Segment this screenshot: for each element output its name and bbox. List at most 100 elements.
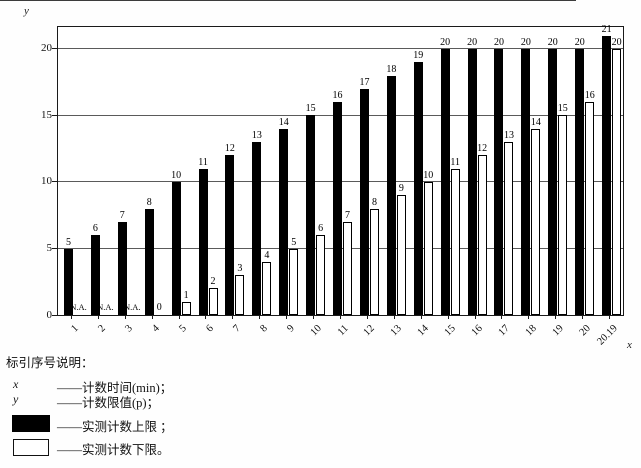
bar-upper-limit xyxy=(171,181,181,315)
bar-value-label-na: N.A. xyxy=(97,302,114,312)
x-axis-tick xyxy=(259,315,261,319)
bar-upper-limit xyxy=(90,235,100,315)
legend-symbol-x: x xyxy=(13,377,19,391)
x-axis-tick xyxy=(501,315,503,319)
bar-upper-limit xyxy=(548,48,558,315)
bar-lower-limit xyxy=(423,181,433,315)
bar-value-label: 2 xyxy=(210,276,216,288)
bar-upper-limit xyxy=(359,88,369,315)
y-tick-label: 5 xyxy=(46,241,53,254)
x-axis-tick xyxy=(313,315,315,319)
bar-value-label-na: N.A. xyxy=(124,302,141,312)
bar-value-label: 21 xyxy=(601,23,612,35)
bar-lower-limit xyxy=(477,155,487,315)
x-axis-tick xyxy=(70,315,72,319)
bar-value-label: 0 xyxy=(156,302,162,313)
bar-lower-limit xyxy=(450,168,460,315)
bar-value-label: 16 xyxy=(584,90,595,102)
bar-value-label: 3 xyxy=(237,263,243,275)
bar-upper-limit xyxy=(306,115,316,315)
bar-value-label: 20 xyxy=(467,36,478,48)
x-axis-tick xyxy=(205,315,207,319)
y-axis-tick xyxy=(52,114,58,116)
x-axis-tick xyxy=(528,315,530,319)
y-axis-tick xyxy=(52,314,58,316)
bar-upper-limit xyxy=(225,155,235,315)
x-axis-tick xyxy=(286,315,288,319)
x-axis-tick xyxy=(609,315,611,319)
bar-value-label: 14 xyxy=(530,116,541,128)
x-axis-tick xyxy=(555,315,557,319)
bar-upper-limit xyxy=(602,35,612,315)
legend-title: 标引序号说明： xyxy=(6,356,94,370)
y-tick-label: 0 xyxy=(46,308,53,321)
bar-value-label: 20 xyxy=(520,36,531,48)
bar-value-label: 10 xyxy=(171,169,182,181)
bar-value-label: 20 xyxy=(440,36,451,48)
bar-value-label: 12 xyxy=(477,143,488,155)
bar-value-label: 20 xyxy=(611,36,622,48)
bar-upper-limit xyxy=(333,102,343,315)
x-axis-tick xyxy=(151,315,153,319)
x-axis-tick xyxy=(178,315,180,319)
bar-lower-limit xyxy=(316,235,326,315)
x-axis-tick xyxy=(582,315,584,319)
bar-value-label: 11 xyxy=(198,156,208,168)
bar-lower-limit xyxy=(504,142,514,315)
bar-value-label: 15 xyxy=(557,103,568,115)
bar-value-label: 5 xyxy=(66,236,71,248)
bar-value-label: 19 xyxy=(413,50,424,62)
bar-value-label: 12 xyxy=(224,143,235,155)
bar-value-label: 17 xyxy=(359,76,370,88)
bar-value-label: 10 xyxy=(423,169,434,181)
bar-value-label: 9 xyxy=(398,183,404,195)
bar-upper-limit xyxy=(279,128,289,315)
bar-value-label: 20 xyxy=(547,36,558,48)
bar-lower-limit xyxy=(612,48,622,315)
bar-upper-limit xyxy=(117,221,127,315)
x-axis-tick xyxy=(366,315,368,319)
bar-upper-limit xyxy=(467,48,477,315)
bar-upper-limit xyxy=(521,48,531,315)
bar-lower-limit xyxy=(531,128,541,315)
legend-label-x: ——计数时间(min)； xyxy=(57,381,173,395)
y-tick-label: 20 xyxy=(41,42,52,55)
legend-symbol-y: y xyxy=(13,392,19,406)
bar-upper-limit xyxy=(494,48,504,315)
bar-upper-limit xyxy=(64,248,73,315)
x-axis-tick xyxy=(447,315,449,319)
gridline xyxy=(58,48,623,50)
plot-area: 0 5 10 15 20 1 5 N.A. 2 6 N.A. 3 7 N.A. 4 8 0 5 10 1 6 1 1 2 7 12… xyxy=(41,23,624,347)
y-axis-tick xyxy=(52,247,58,249)
bar-value-label: 7 xyxy=(119,209,125,221)
y-axis-title: y xyxy=(24,5,29,17)
x-axis-tick xyxy=(340,315,341,319)
legend-label-upper-limit: ——实测计数上限 ； xyxy=(57,420,173,434)
x-axis-tick xyxy=(124,315,126,319)
bar-value-label: 6 xyxy=(92,223,98,235)
x-axis-tick xyxy=(232,315,234,319)
bar-lower-limit xyxy=(235,275,245,315)
y-tick-label: 10 xyxy=(41,175,52,188)
bar-lower-limit xyxy=(343,221,353,315)
y-axis-tick xyxy=(52,48,58,50)
bar-value-label: 7 xyxy=(345,209,351,221)
legend-label-y: ——计数限值(p)； xyxy=(57,396,160,410)
bar-lower-limit xyxy=(289,248,299,315)
bar-value-label: 4 xyxy=(264,249,270,261)
legend-label-lower-limit: ——实测计数下限。 xyxy=(57,443,170,457)
x-axis-title: x xyxy=(627,339,632,351)
bar-upper-limit xyxy=(575,48,585,315)
bar-value-label: 11 xyxy=(450,156,460,168)
bar-value-label: 8 xyxy=(146,196,152,208)
bar-value-label: 8 xyxy=(371,196,377,208)
y-axis-tick xyxy=(52,181,58,183)
x-axis-tick xyxy=(393,315,395,319)
bar-value-label: 16 xyxy=(332,90,343,102)
bar-value-label: 1 xyxy=(183,289,189,301)
bar-value-label: 13 xyxy=(251,130,262,142)
bar-value-label: 18 xyxy=(386,63,397,75)
bar-value-label: 20 xyxy=(574,36,585,48)
bar-value-label: 14 xyxy=(278,116,289,128)
